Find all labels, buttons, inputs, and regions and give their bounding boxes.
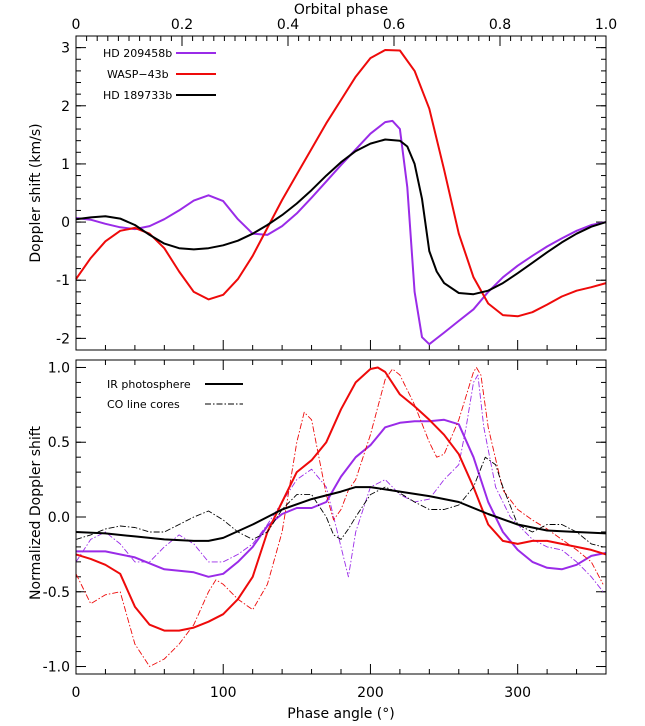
top-panel-ylabel: Doppler shift (km/s) xyxy=(28,123,44,262)
x-tick-label: 300 xyxy=(504,685,531,701)
bottom-panel-ylabel: Normalized Doppler shift xyxy=(28,426,44,600)
phase-tick-label: 0.6 xyxy=(383,17,405,33)
series-line-hd-189733b-co-line-cores xyxy=(75,456,604,548)
y-tick-label: -1.0 xyxy=(43,660,70,676)
bottom-panel-curves xyxy=(75,366,607,667)
top-axis-title: Orbital phase xyxy=(294,2,388,18)
phase-tick-label: 0.8 xyxy=(489,17,511,33)
x-tick-label: 0 xyxy=(72,685,81,701)
series-line-wasp-43b-ir-photosphere xyxy=(75,366,607,632)
legend-label: CO line cores xyxy=(107,398,180,411)
bottom-panel: -1.0 -0.5 0.0 0.5 1.0 0 100 200 300 IR photosphe… xyxy=(43,359,607,701)
series-line-hd-189733b xyxy=(75,138,607,296)
series-line-wasp-43b-co-line-cores xyxy=(75,367,604,667)
legend-label: HD 189733b xyxy=(103,89,172,102)
y-tick-label: -1 xyxy=(56,273,70,289)
series-line-hd-209458b-ir-photosphere xyxy=(76,418,607,578)
top-panel-frame xyxy=(75,35,607,351)
top-panel-legend: HD 209458b WASP−43b HD 189733b xyxy=(103,47,216,102)
phase-tick-label: 0.2 xyxy=(171,17,193,33)
series-line-wasp-43b xyxy=(75,49,607,318)
top-panel-curves xyxy=(75,49,607,346)
x-tick-label: 200 xyxy=(357,685,384,701)
series-line-hd-209458b xyxy=(75,119,607,346)
y-tick-label: 0.5 xyxy=(48,435,70,451)
y-tick-label: -2 xyxy=(56,331,70,347)
y-tick-label: -0.5 xyxy=(43,585,70,601)
bottom-axis-title: Phase angle (°) xyxy=(287,706,394,722)
legend-label: WASP−43b xyxy=(107,68,169,81)
bottom-panel-frame xyxy=(75,359,607,675)
bottom-panel-ticks: -1.0 -0.5 0.0 0.5 1.0 0 100 200 300 xyxy=(43,360,607,701)
legend-label: IR photosphere xyxy=(107,378,191,391)
legend-label: HD 209458b xyxy=(103,47,172,60)
y-tick-label: 1 xyxy=(61,157,70,173)
y-tick-label: 0 xyxy=(61,215,70,231)
y-tick-label: 1.0 xyxy=(48,360,70,376)
series-line-hd-209458b-co-line-cores xyxy=(75,374,604,593)
phase-tick-label: 1.0 xyxy=(595,17,617,33)
phase-tick-label: 0 xyxy=(72,17,81,33)
y-tick-label: 3 xyxy=(61,41,70,57)
bottom-panel-legend: IR photosphere CO line cores xyxy=(107,378,243,411)
x-tick-label: 100 xyxy=(210,685,237,701)
phase-tick-label: 0.4 xyxy=(277,17,299,33)
y-tick-label: 2 xyxy=(61,99,70,115)
series-line-hd-189733b-ir-photosphere xyxy=(75,486,607,542)
y-tick-label: 0.0 xyxy=(48,510,70,526)
